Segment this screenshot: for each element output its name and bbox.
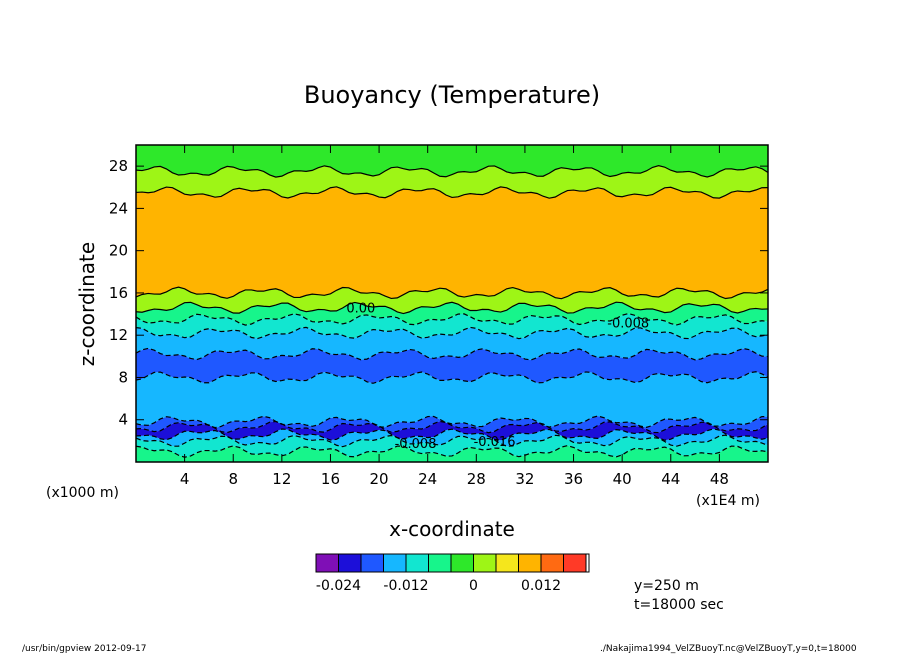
contour-band (136, 421, 768, 441)
contour-band (136, 428, 768, 447)
contour-line (136, 186, 768, 199)
colorbar-swatch (383, 553, 407, 573)
y-tick-label: 20 (109, 242, 128, 260)
contour-band (136, 287, 768, 314)
x-tick-label: 16 (321, 470, 340, 488)
y-tick-label: 8 (118, 368, 128, 386)
contour-band (136, 313, 768, 339)
x-tick-label: 32 (515, 470, 534, 488)
x-tick-label: 36 (564, 470, 583, 488)
colorbar-swatch (495, 553, 519, 573)
colorbar-swatch (360, 553, 384, 573)
y-axis-label: z-coordinate (75, 242, 99, 366)
contour-band (136, 445, 768, 462)
contour-line (136, 415, 768, 429)
info-y: y=250 m (634, 578, 699, 594)
colorbar-swatch (315, 553, 339, 573)
x-tick-label: 44 (661, 470, 680, 488)
contour-band (136, 371, 768, 428)
info-t: t=18000 sec (634, 597, 724, 613)
plot-frame (135, 144, 769, 463)
x-tick-label: 24 (418, 470, 437, 488)
x-axis-label: x-coordinate (389, 517, 515, 541)
contour-line (136, 445, 768, 458)
colorbar-swatch (518, 553, 542, 573)
footer-left: /usr/bin/gpview 2012-09-17 (22, 644, 146, 654)
colorbar-tick-label: -0.012 (383, 578, 428, 594)
contour-line (136, 165, 768, 178)
y-tick-label: 12 (109, 326, 128, 344)
colorbar-swatch (540, 553, 564, 573)
contour-line (136, 326, 768, 340)
x-unit-right: (x1E4 m) (696, 493, 760, 509)
colorbar-tick-label: 0.012 (521, 578, 561, 594)
x-tick-label: 28 (467, 470, 486, 488)
x-tick-label: 48 (710, 470, 729, 488)
contour-label: -0.008 (607, 317, 649, 332)
contour-label: 0.00 (346, 302, 375, 317)
x-unit-left: (x1000 m) (46, 485, 119, 501)
x-tick-label: 12 (272, 470, 291, 488)
contour-band (136, 302, 768, 326)
contour-band (136, 186, 768, 299)
contour-line (136, 301, 768, 315)
chart-title: Buoyancy (Temperature) (304, 81, 600, 109)
plot-area (136, 145, 768, 462)
contour-label: -0.016 (474, 435, 516, 450)
colorbar-swatch (473, 553, 497, 573)
x-tick-label: 20 (370, 470, 389, 488)
contour-band (136, 165, 768, 199)
contour-line (136, 428, 768, 441)
colorbar-tick-label: -0.024 (316, 578, 361, 594)
contour-line (136, 434, 768, 448)
x-tick-label: 40 (613, 470, 632, 488)
y-tick-label: 24 (109, 199, 128, 217)
colorbar-swatch (338, 553, 362, 573)
x-tick-label: 4 (180, 470, 190, 488)
x-tick-label: 8 (228, 470, 238, 488)
contour-labels: 0.00 -0.008 -0.008 -0.016 (346, 302, 649, 452)
colorbar: -0.024 -0.012 0 0.012 (315, 553, 590, 594)
colorbar-swatch (405, 553, 429, 573)
contour-line (136, 347, 768, 361)
y-axis: 4 8 12 16 20 24 28 (109, 157, 768, 429)
colorbar-swatch (450, 553, 474, 573)
contour-line (136, 312, 768, 326)
colorbar-tick-label: 0 (469, 578, 478, 594)
colorbar-swatch (563, 553, 587, 573)
y-tick-label: 4 (118, 411, 128, 429)
x-axis: 4 8 12 16 20 24 28 32 36 40 44 48 (180, 145, 729, 488)
contour-line (136, 286, 768, 300)
contour-line (136, 420, 768, 434)
contour-band (136, 435, 768, 458)
contour-line (136, 371, 768, 384)
contour-lines (136, 165, 768, 458)
contour-band (136, 145, 768, 178)
colorbar-swatch (428, 553, 452, 573)
colorbar-end (585, 553, 590, 573)
contour-band (136, 348, 768, 384)
contour-label: -0.008 (395, 437, 437, 452)
y-tick-label: 28 (109, 157, 128, 175)
y-tick-label: 16 (109, 284, 128, 302)
footer-right: ./Nakajima1994_VelZBuoyT.nc@VelZBuoyT,y=… (600, 644, 857, 654)
